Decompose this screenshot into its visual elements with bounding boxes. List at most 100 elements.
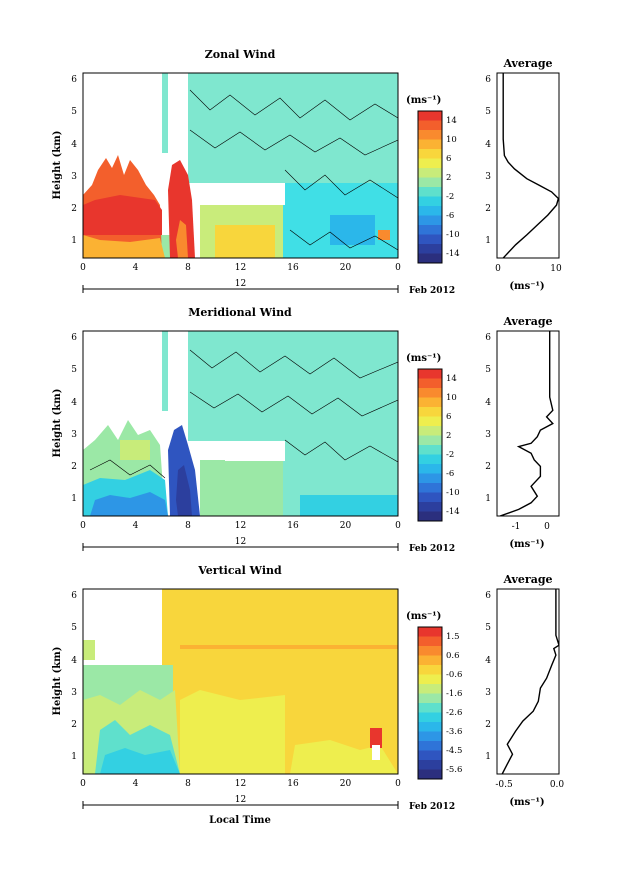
meridional-xtick: 0 — [395, 521, 401, 531]
colorbar-swatch — [418, 636, 442, 647]
panel-vertical: Vertical Wind Height (km) 0 4 8 12 16 20… — [52, 564, 564, 826]
vertical-xtick: 20 — [340, 779, 352, 789]
meridional-cb-tick: 2 — [446, 431, 451, 441]
meridional-xtick: 20 — [340, 521, 352, 531]
colorbar-swatch — [418, 253, 442, 264]
zonal-cb-tick: 2 — [446, 173, 451, 183]
zonal-avg-xtick: 10 — [550, 264, 562, 274]
colorbar-swatch — [418, 741, 442, 751]
meridional-avg-xtick: -1 — [512, 522, 521, 532]
colorbar-swatch — [418, 750, 442, 761]
meridional-ylabel: Height (km) — [52, 389, 63, 458]
meridional-avg-title: Average — [502, 315, 552, 328]
colorbar-swatch — [418, 397, 442, 408]
vertical-date-marker: 12 — [235, 795, 246, 805]
vertical-cb-ticks: 1.5 0.6 -0.6 -1.6 -2.6 -3.6 -4.5 -5.6 — [446, 632, 462, 775]
colorbar-swatch — [418, 731, 442, 742]
meridional-date-label: Feb 2012 — [409, 544, 455, 554]
colorbar-swatch — [418, 168, 442, 178]
colorbar-swatch — [418, 627, 442, 637]
zonal-date-label: Feb 2012 — [409, 286, 455, 296]
meridional-date-axis: 12 Feb 2012 — [82, 537, 455, 554]
meridional-avg-profile — [499, 331, 554, 516]
zonal-ytick: 3 — [71, 172, 77, 182]
zonal-avg-ytick: 4 — [485, 140, 491, 150]
vertical-ytick: 1 — [71, 752, 77, 762]
vertical-field — [83, 589, 398, 774]
meridional-cb-tick: -14 — [446, 507, 460, 517]
meridional-xtick: 8 — [185, 521, 191, 531]
colorbar-swatch — [418, 196, 442, 207]
vertical-avg-ytick: 2 — [485, 720, 491, 730]
meridional-xticks: 0 4 8 12 16 20 0 — [80, 521, 401, 531]
colorbar-swatch — [418, 693, 442, 704]
vertical-avg-ytick: 6 — [485, 591, 491, 601]
zonal-avg-ytick: 1 — [485, 236, 491, 246]
vertical-ytick: 2 — [71, 720, 77, 730]
vertical-avg-yticks: 1 2 3 4 5 6 — [485, 591, 491, 762]
meridional-ytick: 5 — [71, 365, 77, 375]
zonal-ylabel: Height (km) — [52, 131, 63, 200]
zonal-avg-yticks: 1 2 3 4 5 6 — [485, 75, 491, 246]
colorbar-swatch — [418, 483, 442, 493]
vertical-xtick: 16 — [287, 779, 299, 789]
zonal-cb-tick: -14 — [446, 249, 460, 259]
vertical-cb-unit: (ms⁻¹) — [406, 611, 441, 622]
colorbar-border — [417, 110, 443, 264]
vertical-ytick: 5 — [71, 623, 77, 633]
zonal-cb-tick: 6 — [446, 154, 451, 164]
colorbar-swatch — [418, 492, 442, 503]
colorbar-swatch — [418, 244, 442, 254]
colorbar-swatch — [418, 139, 442, 150]
colorbar-swatch — [418, 646, 442, 656]
zonal-avg-ytick: 5 — [485, 107, 491, 117]
vertical-avg-profile — [501, 589, 559, 774]
colorbar-swatch — [418, 684, 442, 694]
vertical-title: Vertical Wind — [197, 564, 282, 577]
vertical-avg-xtick: 0.0 — [550, 780, 565, 790]
zonal-avg-xtick: 0 — [495, 264, 501, 274]
meridional-xtick: 12 — [235, 521, 246, 531]
vertical-ytick: 4 — [71, 656, 77, 666]
meridional-cb-tick: -2 — [446, 450, 454, 460]
meridional-cb-tick: 10 — [446, 393, 457, 403]
vertical-cb-tick: -1.6 — [446, 689, 462, 699]
zonal-cb-tick: -10 — [446, 230, 460, 240]
meridional-cb-tick: 14 — [446, 374, 457, 384]
zonal-cb-unit: (ms⁻¹) — [406, 95, 441, 106]
colorbar-swatch — [418, 407, 442, 417]
meridional-date-marker: 12 — [235, 537, 246, 547]
vertical-date-label: Feb 2012 — [409, 802, 455, 812]
colorbar-swatch — [418, 712, 442, 723]
colorbar-swatch — [418, 703, 442, 713]
zonal-ytick: 6 — [71, 75, 77, 85]
vertical-cb-tick: 1.5 — [446, 632, 460, 642]
meridional-avg-ytick: 2 — [485, 462, 491, 472]
zonal-xticks: 0 4 8 12 16 20 0 — [80, 263, 401, 273]
colorbar-swatch — [418, 378, 442, 389]
colorbar-border — [417, 368, 443, 522]
zonal-cb-tick: 10 — [446, 135, 457, 145]
meridional-field — [83, 331, 398, 516]
vertical-avg-ytick: 5 — [485, 623, 491, 633]
meridional-avg-xtick: 0 — [544, 522, 550, 532]
meridional-avg-xlabel: (ms⁻¹) — [509, 539, 544, 550]
zonal-xtick: 20 — [340, 263, 352, 273]
meridional-cb-tick: -10 — [446, 488, 460, 498]
meridional-cb-ticks: 14 10 6 2 -2 -6 -10 -14 — [446, 374, 460, 517]
colorbar-swatch — [418, 369, 442, 379]
average-profile-line — [501, 589, 559, 774]
vertical-cb-tick: 0.6 — [446, 651, 460, 661]
zonal-cb-ticks: 14 10 6 2 -2 -6 -10 -14 — [446, 116, 460, 259]
meridional-avg-ytick: 1 — [485, 494, 491, 504]
meridional-xtick: 4 — [133, 521, 139, 531]
colorbar-swatch — [418, 769, 442, 780]
zonal-ytick: 1 — [71, 236, 77, 246]
zonal-field — [83, 73, 398, 258]
colorbar-swatch — [418, 674, 442, 685]
zonal-xtick: 16 — [287, 263, 299, 273]
colorbar-swatch — [418, 388, 442, 398]
colorbar-swatch — [418, 464, 442, 474]
zonal-xtick: 0 — [395, 263, 401, 273]
